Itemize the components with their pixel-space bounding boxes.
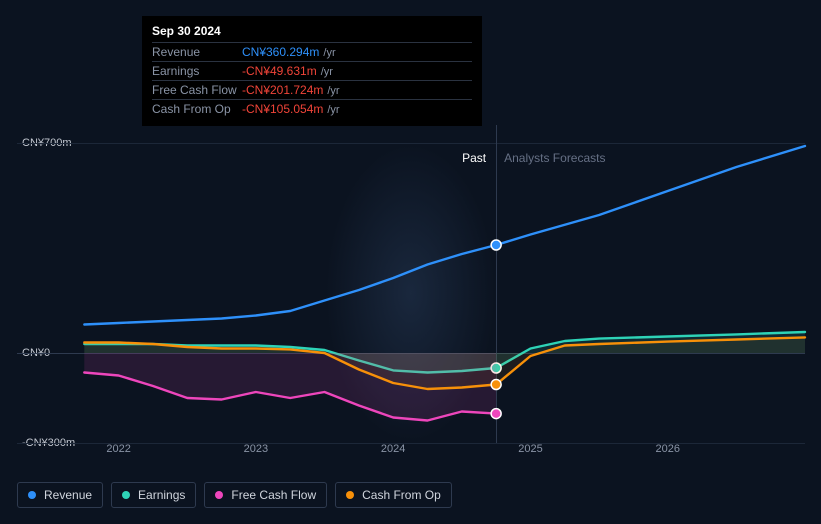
tooltip-row: RevenueCN¥360.294m/yr (152, 42, 472, 61)
series-marker-free_cash_flow (491, 409, 501, 419)
legend-item-label: Earnings (138, 488, 185, 502)
hover-tooltip: Sep 30 2024 RevenueCN¥360.294m/yrEarning… (142, 16, 482, 126)
legend-dot-icon (122, 491, 130, 499)
chart-svg (17, 125, 805, 455)
tooltip-row-value: CN¥360.294m (242, 45, 319, 59)
chart-legend: Revenue Earnings Free Cash Flow Cash From O… (17, 482, 452, 508)
legend-item-label: Free Cash Flow (231, 488, 316, 502)
tooltip-row-unit: /yr (323, 47, 335, 59)
legend-item-cash_from_op[interactable]: Cash From Op (335, 482, 452, 508)
tooltip-row-label: Free Cash Flow (152, 83, 242, 97)
legend-item-earnings[interactable]: Earnings (111, 482, 196, 508)
tooltip-row-value: -CN¥49.631m (242, 64, 317, 78)
tooltip-row: Free Cash Flow-CN¥201.724m/yr (152, 80, 472, 99)
legend-dot-icon (28, 491, 36, 499)
legend-item-label: Cash From Op (362, 488, 441, 502)
legend-item-label: Revenue (44, 488, 92, 502)
series-marker-cash_from_op (491, 380, 501, 390)
legend-dot-icon (215, 491, 223, 499)
tooltip-row: Earnings-CN¥49.631m/yr (152, 61, 472, 80)
tooltip-row-value: -CN¥201.724m (242, 83, 323, 97)
tooltip-row-label: Cash From Op (152, 102, 242, 116)
tooltip-date: Sep 30 2024 (152, 24, 472, 42)
tooltip-row-label: Revenue (152, 45, 242, 59)
tooltip-row-value: -CN¥105.054m (242, 102, 323, 116)
legend-item-revenue[interactable]: Revenue (17, 482, 103, 508)
tooltip-row-unit: /yr (327, 85, 339, 97)
series-line-revenue (84, 146, 805, 325)
earnings-revenue-chart[interactable]: CN¥700mCN¥0-CN¥300m 20222023202420252026… (17, 125, 805, 455)
series-marker-revenue (491, 240, 501, 250)
legend-dot-icon (346, 491, 354, 499)
tooltip-row-unit: /yr (321, 66, 333, 78)
legend-item-free_cash_flow[interactable]: Free Cash Flow (204, 482, 327, 508)
tooltip-row-label: Earnings (152, 64, 242, 78)
tooltip-row-unit: /yr (327, 104, 339, 116)
tooltip-row: Cash From Op-CN¥105.054m/yr (152, 99, 472, 118)
